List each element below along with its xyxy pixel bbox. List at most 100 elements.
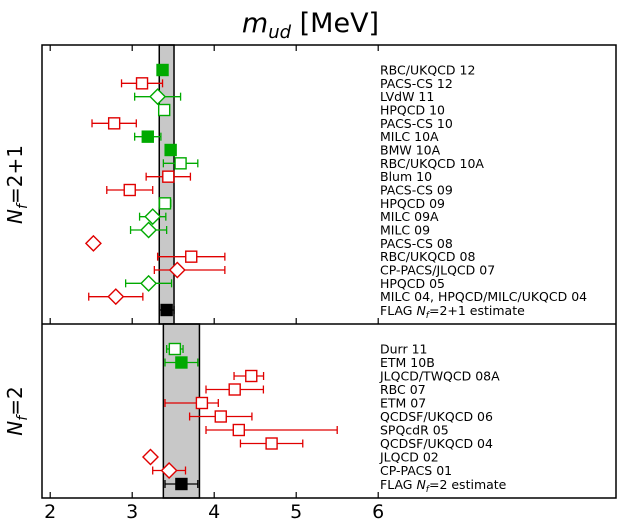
square-marker xyxy=(174,157,187,170)
data-point xyxy=(152,462,187,479)
data-point xyxy=(158,197,172,210)
square-marker xyxy=(195,396,209,410)
estimate-label: FLAG Nf=2 estimate xyxy=(380,477,507,495)
diamond-marker xyxy=(149,88,167,106)
point-label: JLQCD/TWQCD 08A xyxy=(379,369,500,384)
point-label: SPQcdR 05 xyxy=(380,423,449,438)
square-marker xyxy=(157,103,171,117)
data-point xyxy=(138,208,167,226)
point-label: RBC 07 xyxy=(380,382,426,397)
data-point xyxy=(157,103,171,117)
point-label: PACS-CS 09 xyxy=(380,183,453,198)
data-point xyxy=(205,423,338,437)
point-label: HPQCD 10 xyxy=(380,103,445,118)
data-point xyxy=(188,410,253,423)
data-point xyxy=(88,288,144,306)
diamond-marker xyxy=(168,261,186,279)
point-label: CP-PACS/JLQCD 07 xyxy=(380,263,495,278)
plot-frame xyxy=(41,44,617,499)
data-point xyxy=(164,396,219,410)
point-label: ETM 10B xyxy=(380,355,435,370)
point-label: JLQCD 02 xyxy=(379,450,439,465)
square-marker xyxy=(164,143,177,157)
point-label: Blum 10 xyxy=(380,169,432,184)
data-point xyxy=(205,383,265,396)
data-point xyxy=(134,130,162,143)
diamond-marker xyxy=(140,274,158,292)
data-point xyxy=(141,448,159,466)
data-point xyxy=(165,342,184,356)
data-point xyxy=(129,221,168,239)
estimate-label: FLAG Nf=2+1 estimate xyxy=(380,303,525,321)
square-marker xyxy=(160,303,173,317)
diamond-marker xyxy=(84,234,102,252)
x-tick-label: 6 xyxy=(372,501,384,520)
data-point xyxy=(164,356,199,369)
point-label: ETM 07 xyxy=(380,396,426,411)
square-marker xyxy=(135,77,149,90)
data-point xyxy=(164,143,177,157)
point-label: Durr 11 xyxy=(380,342,428,357)
square-marker xyxy=(168,342,182,356)
point-label: CP-PACS 01 xyxy=(380,463,452,478)
square-marker xyxy=(141,130,154,143)
square-marker xyxy=(175,356,188,369)
point-label: MILC 09A xyxy=(380,209,439,224)
data-point xyxy=(145,170,192,183)
data-point xyxy=(158,303,175,317)
point-label: RBC/UKQCD 12 xyxy=(380,63,475,78)
data-point xyxy=(156,63,169,77)
point-label: MILC 10A xyxy=(380,129,439,144)
point-label: PACS-CS 10 xyxy=(380,116,453,131)
point-label: MILC 09 xyxy=(380,223,430,238)
data-point xyxy=(91,117,137,130)
panel-label: Nf=2+1 xyxy=(3,145,31,224)
square-marker xyxy=(123,183,136,197)
square-marker xyxy=(107,117,121,130)
data-point xyxy=(233,369,265,383)
square-marker xyxy=(245,369,258,383)
data-point xyxy=(106,183,154,197)
point-label: QCDSF/UKQCD 04 xyxy=(380,436,493,451)
data-point xyxy=(156,250,226,263)
x-tick-label: 2 xyxy=(44,501,56,520)
point-label: BMW 10A xyxy=(380,143,441,158)
panel-label: Nf=2 xyxy=(3,386,31,435)
diamond-marker xyxy=(160,462,178,479)
data-point xyxy=(120,77,164,90)
diamond-marker xyxy=(144,208,162,226)
point-label: PACS-CS 08 xyxy=(380,236,453,251)
point-label: HPQCD 05 xyxy=(380,276,445,291)
square-marker xyxy=(185,250,198,263)
x-tick-label: 5 xyxy=(290,501,302,520)
chart-title: mud [MeV] xyxy=(242,8,379,43)
data-point xyxy=(134,88,182,106)
square-marker xyxy=(162,170,175,183)
square-marker xyxy=(265,437,278,450)
data-point xyxy=(164,477,199,491)
square-marker xyxy=(156,63,169,77)
diamond-marker xyxy=(107,288,125,306)
square-marker xyxy=(214,410,227,423)
square-marker xyxy=(228,383,241,396)
point-label: QCDSF/UKQCD 06 xyxy=(380,409,493,424)
data-point xyxy=(153,261,226,279)
point-label: HPQCD 09 xyxy=(380,196,445,211)
data-point xyxy=(84,234,102,252)
square-marker xyxy=(175,477,188,491)
square-marker xyxy=(232,423,246,437)
x-tick-label: 4 xyxy=(208,501,220,520)
point-label: RBC/UKQCD 08 xyxy=(380,249,475,264)
data-point xyxy=(124,274,173,292)
diamond-marker xyxy=(140,221,158,239)
data-point xyxy=(162,157,199,170)
point-label: MILC 04, HPQCD/MILC/UKQCD 04 xyxy=(380,289,587,304)
data-point xyxy=(239,437,304,450)
point-label: PACS-CS 12 xyxy=(380,76,453,91)
square-marker xyxy=(158,197,172,210)
point-label: RBC/UKQCD 10A xyxy=(380,156,484,171)
point-label: LVdW 11 xyxy=(380,89,434,104)
